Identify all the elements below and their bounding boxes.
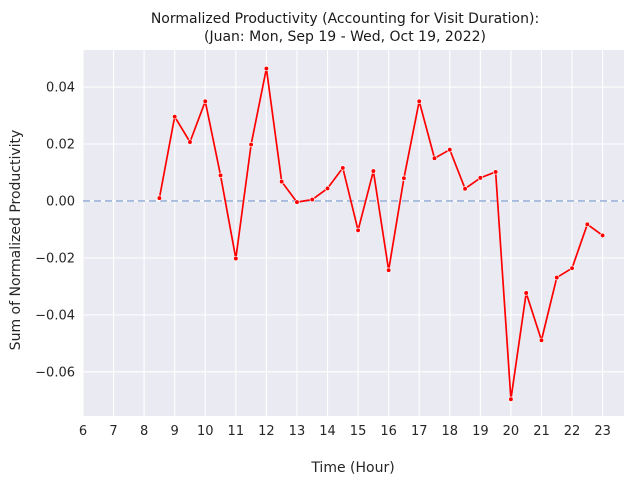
x-tick-label: 18	[442, 424, 459, 439]
data-point	[187, 139, 193, 145]
y-axis-label: Sum of Normalized Productivity	[8, 130, 24, 351]
data-point	[492, 169, 499, 175]
data-point	[202, 98, 208, 104]
data-point	[538, 337, 545, 343]
x-tick-label: 9	[171, 424, 179, 439]
x-tick-label: 8	[140, 424, 148, 439]
data-point	[217, 172, 224, 178]
data-point	[447, 147, 453, 153]
x-tick-label: 22	[564, 424, 581, 439]
data-point	[248, 141, 254, 148]
x-tick-label: 21	[533, 424, 550, 439]
x-tick-label: 13	[289, 424, 306, 439]
x-tick-label: 20	[503, 424, 520, 439]
data-point	[355, 227, 361, 233]
y-tick-label: −0.06	[35, 365, 75, 380]
y-tick-labels: 0.04 0.02 0.00 −0.02 −0.04 −0.06	[35, 81, 75, 381]
data-point	[523, 290, 529, 296]
chart-title: Normalized Productivity (Accounting for …	[151, 11, 539, 27]
data-point	[370, 168, 377, 174]
data-point	[233, 255, 239, 262]
chart-subtitle: (Juan: Mon, Sep 19 - Wed, Oct 19, 2022)	[204, 29, 486, 45]
x-tick-label: 19	[472, 424, 489, 439]
data-point	[309, 196, 315, 203]
x-tick-label: 17	[411, 424, 428, 439]
data-point	[385, 267, 392, 273]
x-tick-label: 23	[594, 424, 611, 439]
data-point	[401, 175, 407, 181]
x-tick-labels: 6 7 8 9 10 11 12 13 14 15 16 17 18 19 20 21 22 23	[79, 424, 611, 439]
x-tick-label: 16	[380, 424, 397, 439]
data-point	[508, 396, 514, 402]
data-point	[416, 98, 422, 104]
data-point	[340, 165, 346, 171]
x-tick-label: 6	[79, 424, 87, 439]
data-point	[462, 186, 468, 192]
data-point	[156, 195, 163, 201]
data-point	[279, 178, 285, 185]
data-point	[554, 274, 560, 281]
x-tick-label: 7	[109, 424, 117, 439]
y-tick-label: 0.02	[46, 137, 75, 152]
x-tick-label: 14	[319, 424, 336, 439]
y-tick-label: −0.02	[35, 251, 75, 266]
y-tick-label: −0.04	[35, 308, 75, 323]
plot-area	[83, 50, 624, 416]
data-point	[324, 185, 331, 192]
data-point	[584, 221, 590, 227]
x-tick-label: 11	[228, 424, 245, 439]
data-point	[569, 265, 575, 271]
y-tick-label: 0.04	[46, 81, 75, 96]
data-point	[477, 175, 483, 181]
series-line	[158, 67, 604, 401]
y-tick-label: 0.00	[46, 194, 75, 209]
data-point	[431, 155, 438, 161]
data-point	[599, 232, 606, 239]
data-point	[294, 199, 300, 205]
data-points	[156, 65, 606, 402]
x-tick-label: 12	[258, 424, 275, 439]
x-tick-label: 15	[350, 424, 367, 439]
grid-lines	[82, 50, 624, 416]
data-point	[172, 113, 178, 120]
x-tick-label: 10	[197, 424, 214, 439]
data-point	[263, 65, 270, 72]
x-axis-label: Time (Hour)	[310, 460, 394, 476]
